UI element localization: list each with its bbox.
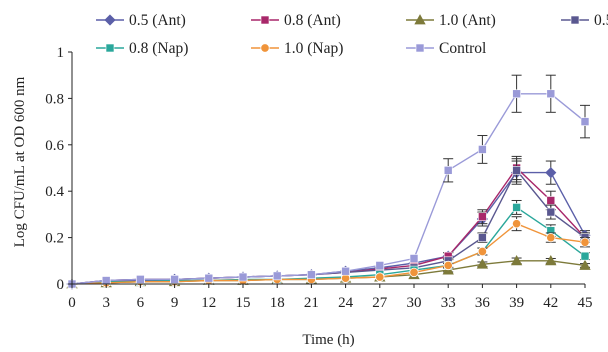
data-point bbox=[272, 271, 282, 281]
data-point bbox=[409, 267, 419, 278]
data-point bbox=[580, 237, 590, 247]
legend-item: 1.0 (Ant) bbox=[406, 12, 496, 29]
legend-item: 1.0 (Nap) bbox=[251, 40, 343, 57]
axes-layer bbox=[71, 52, 585, 285]
data-point bbox=[341, 266, 350, 276]
y-tick-label: 0 bbox=[57, 277, 65, 293]
data-point bbox=[375, 272, 385, 282]
y-ticks: 0 0.2 0.4 0.6 0.8 1 bbox=[45, 45, 72, 293]
legend-label: 1.0 (Ant) bbox=[439, 12, 496, 29]
data-point bbox=[545, 167, 557, 179]
legend-item: 0.8 (Nap) bbox=[96, 40, 188, 57]
data-point bbox=[546, 232, 556, 243]
data-point bbox=[579, 259, 591, 270]
data-point bbox=[512, 89, 521, 99]
data-point bbox=[478, 233, 487, 242]
legend-marker bbox=[414, 14, 426, 25]
series-line bbox=[71, 222, 586, 285]
data-point bbox=[512, 203, 521, 212]
data-point bbox=[477, 246, 488, 257]
x-tick-label: 45 bbox=[578, 295, 593, 311]
x-axis-title: Time (h) bbox=[302, 332, 354, 348]
legend-item: Control bbox=[406, 40, 486, 57]
data-point bbox=[443, 166, 453, 175]
series-line bbox=[71, 171, 586, 285]
x-tick-label: 27 bbox=[372, 295, 388, 311]
data-point bbox=[546, 207, 556, 217]
data-point bbox=[511, 219, 522, 229]
x-tick-label: 24 bbox=[338, 295, 354, 311]
x-tick-label: 30 bbox=[407, 295, 422, 311]
series-line bbox=[71, 93, 586, 285]
data-point bbox=[170, 275, 179, 284]
legend-label: 0.8 (Nap) bbox=[129, 40, 188, 57]
data-point bbox=[136, 275, 145, 284]
data-point bbox=[580, 117, 590, 126]
data-point bbox=[476, 258, 489, 269]
data-point bbox=[546, 196, 556, 205]
legend-marker bbox=[105, 43, 115, 53]
x-tick-label: 12 bbox=[201, 295, 216, 311]
series-group bbox=[67, 74, 590, 289]
y-axis-title: Log CFU/mL at OD 600 nm bbox=[12, 76, 28, 247]
x-ticks: 0 3 6 9 12 15 18 21 24 27 30 33 36 39 42 45 bbox=[68, 284, 593, 311]
legend-marker bbox=[260, 15, 270, 25]
legend: 0.5 (Ant) 0.8 (Ant) 1.0 (Ant) 0.5 (Nap) 0.8 … bbox=[96, 12, 608, 57]
legend-label: 0.5 (Nap) bbox=[594, 12, 608, 29]
data-point bbox=[510, 254, 523, 266]
data-point bbox=[375, 261, 385, 270]
legend-label: 1.0 (Nap) bbox=[284, 40, 343, 57]
x-tick-label: 18 bbox=[270, 295, 285, 311]
x-tick-label: 15 bbox=[236, 295, 251, 311]
legend-item: 0.8 (Ant) bbox=[251, 12, 341, 29]
y-tick-label: 0.8 bbox=[45, 91, 64, 107]
legend-label: 0.8 (Ant) bbox=[284, 12, 341, 29]
legend-item: 0.5 (Nap) bbox=[561, 12, 608, 29]
x-tick-label: 3 bbox=[102, 295, 110, 311]
legend-item: 0.5 (Ant) bbox=[96, 12, 186, 29]
data-point bbox=[101, 276, 111, 285]
series-line bbox=[71, 169, 586, 285]
data-point bbox=[238, 272, 248, 282]
series-group bbox=[67, 155, 590, 289]
data-point bbox=[545, 254, 557, 266]
legend-label: 0.5 (Ant) bbox=[129, 12, 186, 29]
legend-marker bbox=[104, 14, 116, 26]
data-point bbox=[409, 254, 419, 263]
y-tick-label: 1 bbox=[57, 45, 65, 61]
data-point bbox=[204, 273, 214, 283]
x-tick-label: 33 bbox=[441, 295, 456, 311]
x-tick-label: 39 bbox=[509, 295, 524, 311]
series-group bbox=[66, 254, 591, 289]
x-tick-label: 0 bbox=[68, 295, 76, 311]
legend-marker bbox=[415, 43, 425, 53]
plot-area: 0 3 6 9 12 15 18 21 24 27 30 33 36 39 42 45 00.20.40.60… bbox=[45, 45, 592, 311]
x-tick-label: 9 bbox=[171, 295, 179, 311]
x-tick-label: 6 bbox=[137, 295, 145, 311]
legend-marker bbox=[570, 15, 580, 25]
data-point bbox=[546, 89, 556, 99]
legend-marker bbox=[260, 43, 270, 53]
data-point bbox=[443, 260, 453, 271]
data-point bbox=[307, 270, 316, 280]
y-tick-label: 0.2 bbox=[45, 231, 64, 247]
data-point bbox=[478, 145, 487, 154]
series-group bbox=[67, 199, 590, 289]
data-point bbox=[478, 212, 487, 222]
x-tick-label: 21 bbox=[304, 295, 319, 311]
series-line bbox=[71, 166, 586, 285]
legend-label: Control bbox=[439, 40, 486, 57]
data-point bbox=[580, 251, 590, 261]
series-layer bbox=[66, 74, 591, 290]
y-tick-label: 0.6 bbox=[45, 138, 64, 154]
x-tick-label: 42 bbox=[543, 295, 558, 311]
y-tick-label: 0.4 bbox=[45, 184, 64, 200]
data-point bbox=[512, 166, 521, 175]
x-tick-label: 36 bbox=[475, 295, 491, 311]
